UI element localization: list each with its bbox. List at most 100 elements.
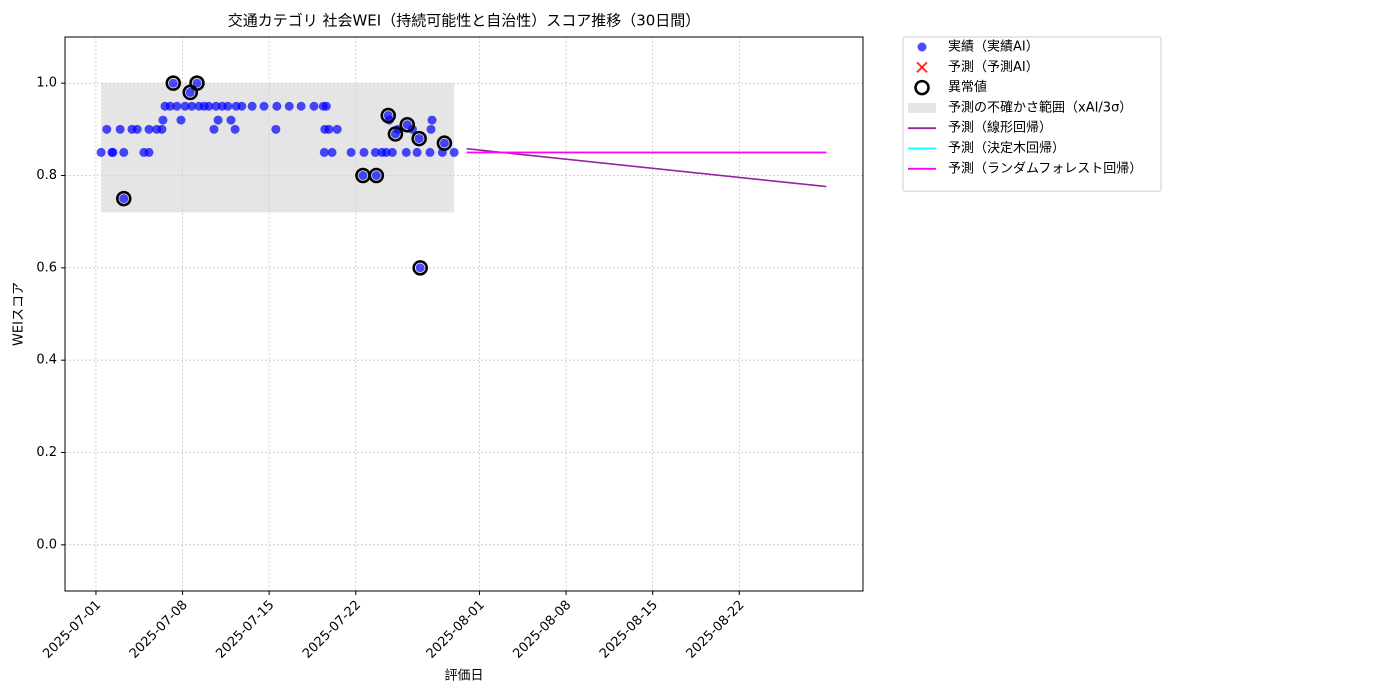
point — [449, 147, 459, 157]
point — [226, 115, 236, 125]
point — [359, 147, 369, 157]
anomaly-marker — [368, 167, 385, 184]
y-tick-label: 0.2 — [36, 445, 57, 460]
x-tick-label: 2025-07-01 — [40, 598, 104, 662]
x-tick-label: 2025-08-22 — [684, 598, 748, 662]
point — [96, 147, 106, 157]
point — [259, 101, 269, 111]
point — [115, 124, 125, 134]
point — [427, 115, 437, 125]
point — [176, 115, 186, 125]
x-axis-label: 評価日 — [444, 669, 483, 684]
point — [309, 101, 319, 111]
legend-label: 予測（ランダムフォレスト回帰） — [948, 160, 1142, 176]
point — [119, 194, 129, 204]
legend-frame — [902, 36, 1162, 192]
point — [168, 78, 178, 88]
point — [327, 147, 337, 157]
point — [132, 124, 142, 134]
point — [144, 147, 154, 157]
point — [332, 124, 342, 134]
point — [381, 147, 391, 157]
legend-label: 予測の不確かさ範囲（xAI/3σ） — [948, 99, 1132, 115]
y-tick-label: 0.8 — [36, 168, 57, 183]
point — [370, 147, 380, 157]
legend-marker — [916, 61, 928, 74]
point — [371, 171, 381, 180]
anomaly-marker — [380, 107, 396, 124]
y-tick-label: 1.0 — [36, 76, 57, 91]
legend-marker — [908, 102, 936, 113]
anomaly-marker — [412, 260, 428, 276]
point — [185, 87, 195, 97]
point — [223, 101, 233, 111]
point — [358, 171, 368, 180]
point — [187, 101, 197, 111]
x-tick-label: 2025-07-22 — [300, 598, 364, 662]
point — [387, 147, 397, 157]
prediction-line — [466, 147, 827, 188]
point — [401, 147, 411, 157]
point — [414, 134, 424, 144]
point — [324, 124, 334, 134]
point — [119, 147, 129, 157]
plot-area — [96, 75, 827, 276]
legend-marker — [917, 42, 927, 52]
anomaly-marker — [165, 75, 182, 91]
marker-stroke — [916, 61, 928, 74]
point — [284, 101, 294, 111]
x-tick-label: 2025-07-08 — [127, 598, 191, 662]
x-tick-label: 2025-08-08 — [510, 598, 574, 662]
legend-label: 予測（線形回帰） — [948, 120, 1052, 136]
y-axis-label: WEIスコア — [12, 282, 27, 346]
point — [230, 124, 240, 134]
legend-marker — [914, 79, 930, 96]
point — [426, 124, 436, 134]
point — [415, 263, 425, 273]
legend-label: 異常値 — [948, 79, 987, 95]
point — [204, 101, 214, 111]
legend-label: 実績（実績AI） — [948, 39, 1039, 55]
point — [158, 115, 168, 125]
anomaly-marker — [387, 126, 404, 142]
point — [157, 124, 167, 134]
anomaly-marker — [436, 135, 453, 151]
anomaly-marker — [411, 130, 427, 147]
point — [346, 147, 356, 157]
point — [211, 101, 221, 111]
point — [172, 101, 182, 111]
plot-frame — [64, 36, 864, 592]
point — [425, 147, 435, 157]
legend-label: 予測（決定木回帰） — [948, 140, 1065, 156]
point — [192, 78, 202, 88]
point — [102, 124, 112, 134]
point — [296, 101, 306, 111]
point — [272, 101, 282, 111]
point — [237, 101, 247, 111]
point — [439, 138, 449, 148]
y-tick-label: 0.6 — [36, 260, 57, 275]
y-tick-label: 0.0 — [36, 537, 57, 552]
y-tick-label: 0.4 — [36, 353, 57, 368]
point — [209, 124, 219, 134]
point — [180, 101, 190, 111]
anomaly-marker — [116, 190, 132, 207]
point — [412, 147, 422, 157]
x-tick-label: 2025-08-15 — [597, 598, 661, 662]
point — [247, 101, 257, 111]
point — [319, 147, 329, 157]
x-tick-label: 2025-08-01 — [424, 598, 488, 662]
point — [108, 147, 118, 157]
point — [144, 124, 154, 134]
legend-label: 予測（予測AI） — [948, 60, 1039, 75]
point — [213, 115, 223, 125]
anomaly-marker — [189, 75, 205, 91]
x-tick-label: 2025-07-15 — [213, 598, 277, 662]
chart-title: 交通カテゴリ 社会WEI（持続可能性と自治性）スコア推移（30日間） — [228, 12, 701, 30]
point — [165, 101, 175, 111]
anomaly-marker — [399, 116, 416, 133]
point — [321, 101, 331, 111]
point — [271, 124, 281, 134]
